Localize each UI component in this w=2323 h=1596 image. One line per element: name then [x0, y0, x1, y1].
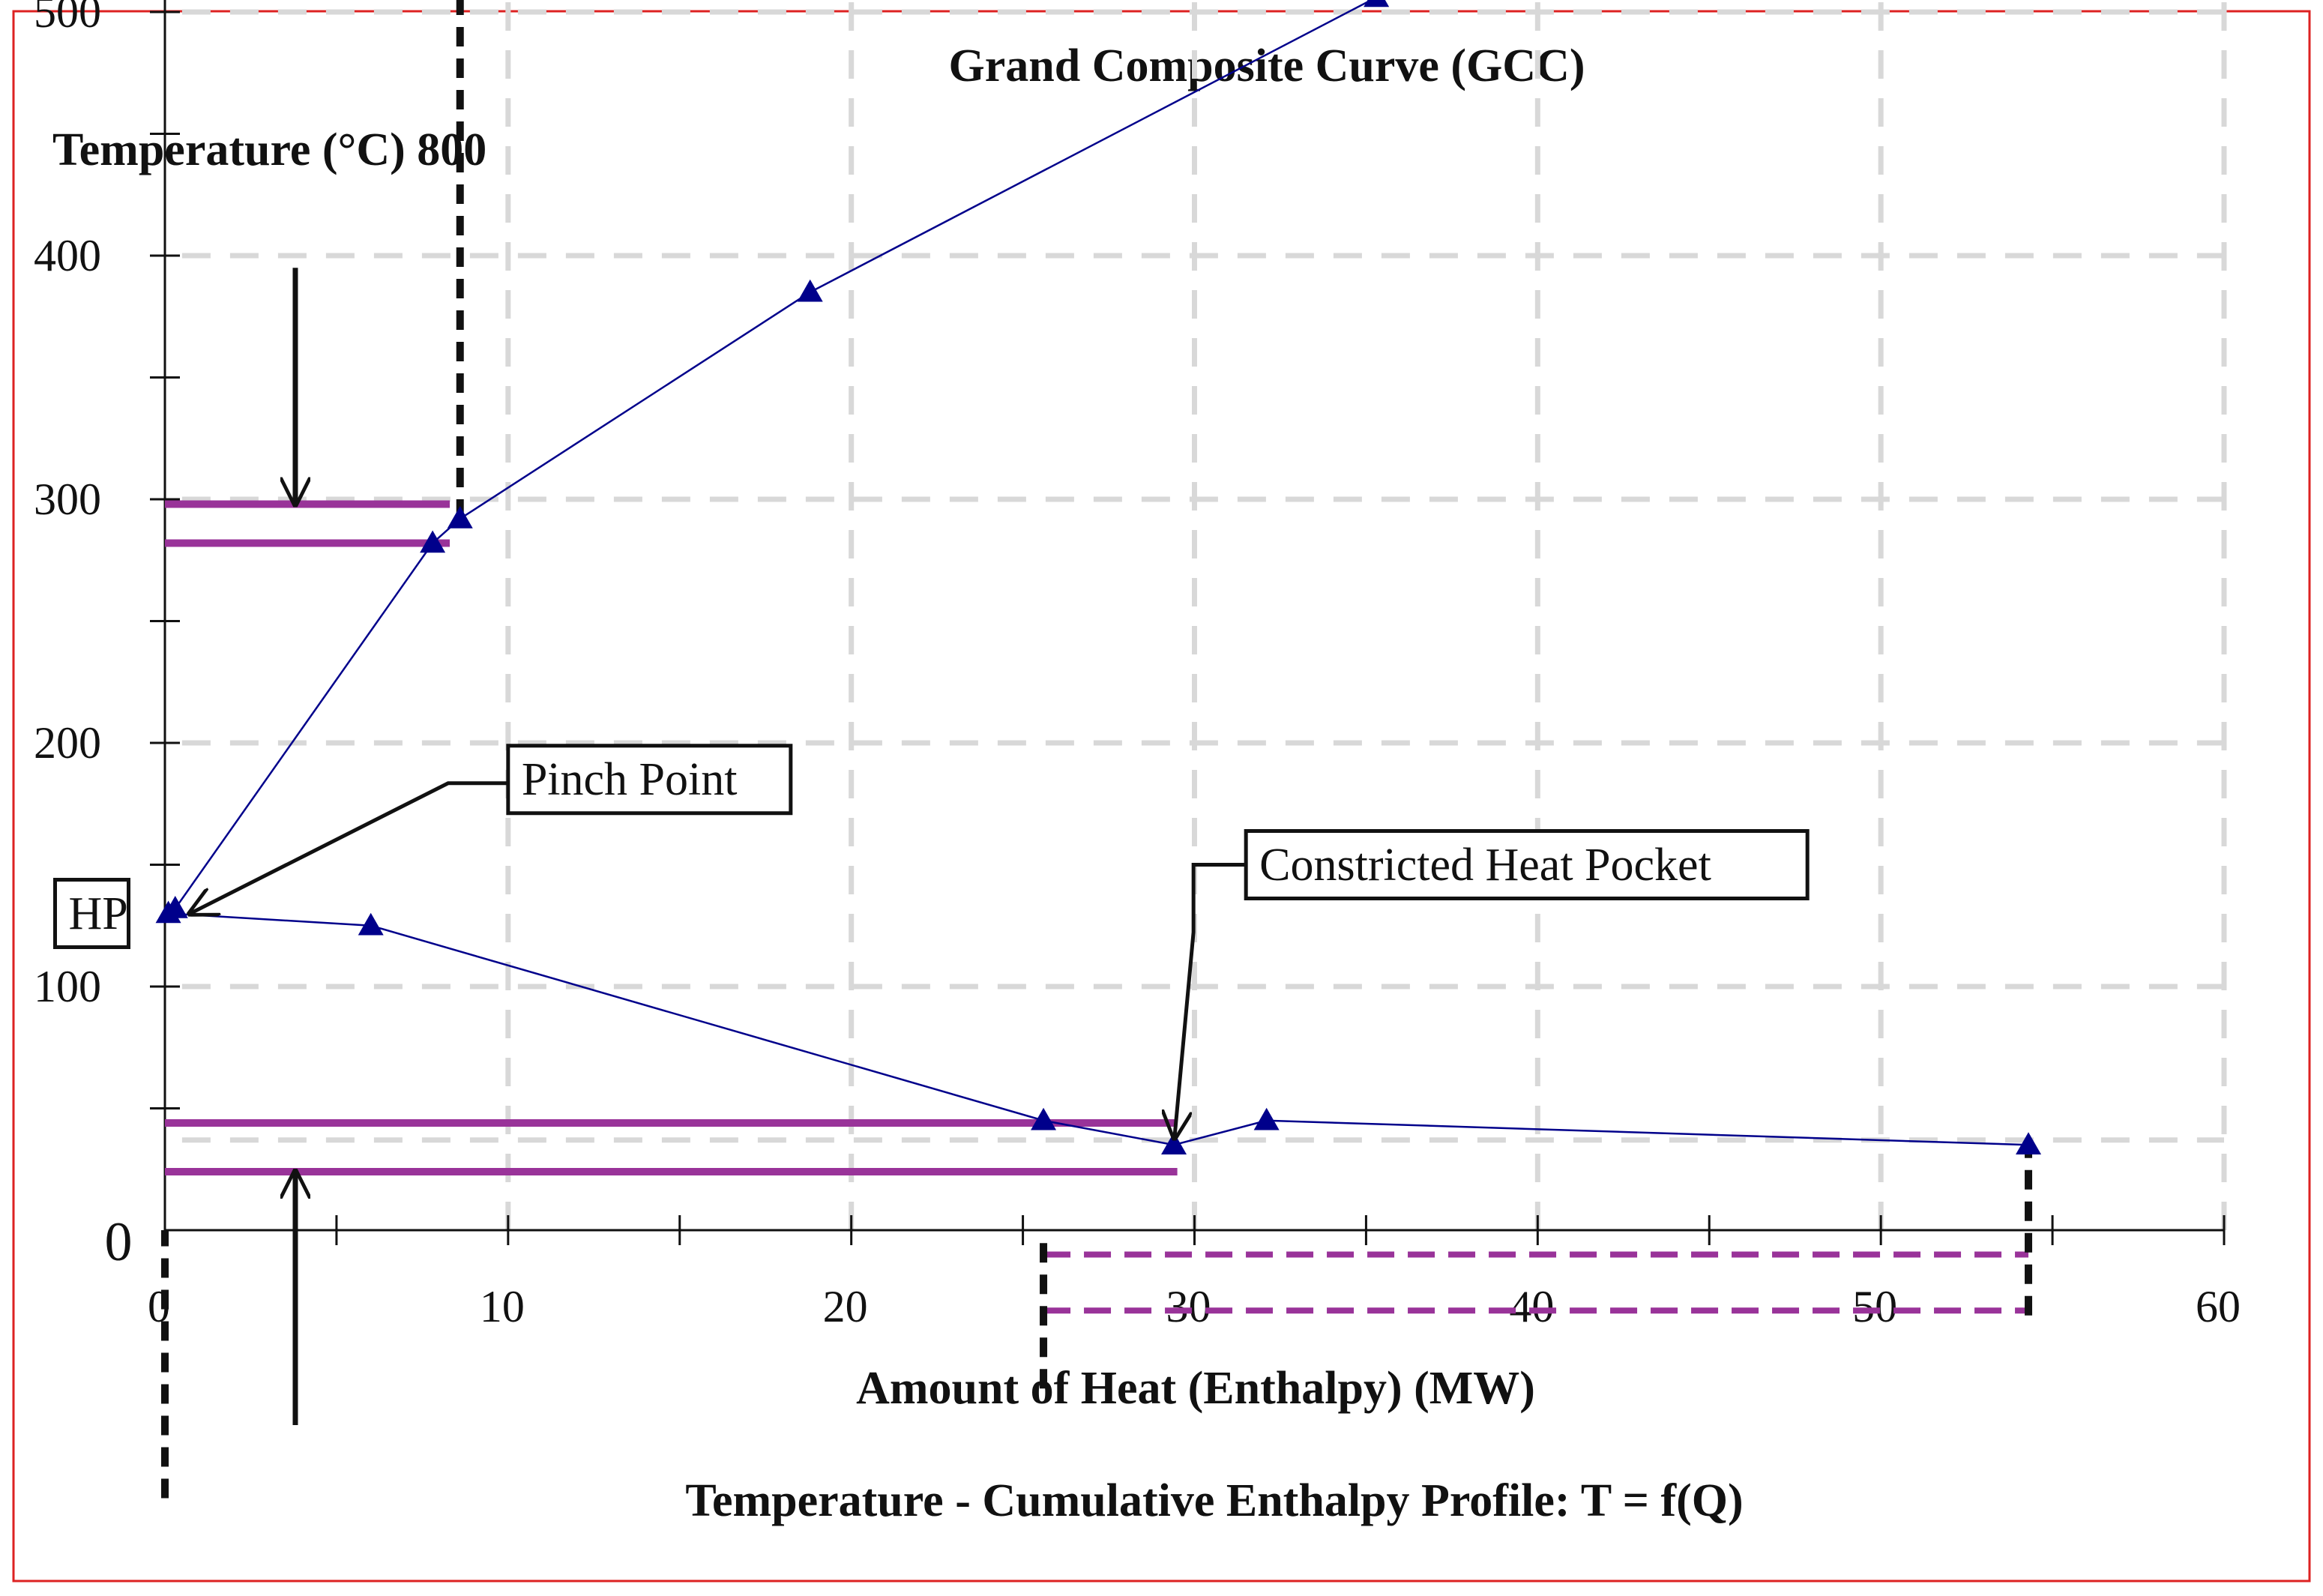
constricted-heat-pocket-box: [1244, 829, 1810, 900]
x-tick-label: 50: [1852, 1282, 1897, 1331]
y-axis-label: Temperature (°C) 800: [52, 124, 486, 175]
axes: 1002003004005006007000102030405060: [34, 0, 2241, 1331]
pinch-point-box: [506, 744, 793, 816]
y-tick-label: 500: [34, 0, 101, 37]
gcc-line: [165, 0, 2029, 1146]
data-point-marker: [358, 912, 384, 936]
data-point-marker: [1031, 1107, 1057, 1130]
data-point-marker: [420, 530, 446, 553]
pinch-point-pointer: [190, 781, 508, 914]
gcc-series: [155, 0, 2042, 1154]
data-point-marker: [1161, 1132, 1187, 1154]
chart-title: Grand Composite Curve (GCC): [949, 40, 1585, 91]
y-tick-label: 200: [34, 718, 101, 768]
x-tick-label: 60: [2196, 1282, 2241, 1331]
hp-box: [52, 878, 130, 949]
constricted-heat-pocket-label: Constricted Heat Pocket: [1259, 840, 1711, 891]
chart-footer: Temperature - Cumulative Enthalpy Profil…: [685, 1475, 1743, 1526]
grid: [181, 0, 2227, 1230]
guide-lines: [161, 0, 2033, 1499]
constricted-heat-pocket-pointer: [1175, 863, 1247, 1138]
hp-label: HP: [68, 888, 127, 939]
y-tick-label: 400: [34, 231, 101, 280]
chart-border: [12, 10, 2311, 1583]
data-point-marker: [447, 506, 473, 529]
data-point-marker: [797, 279, 823, 302]
y-tick-label: 100: [34, 962, 101, 1011]
y-zero-label: 0: [105, 1211, 133, 1273]
pinch-point-label: Pinch Point: [522, 754, 738, 805]
data-point-marker: [2016, 1132, 2042, 1154]
data-point-marker: [1364, 0, 1390, 7]
y-tick-label: 300: [34, 475, 101, 524]
x-tick-label: 40: [1509, 1282, 1554, 1331]
utility-bands: [165, 500, 2029, 1314]
x-tick-label: 20: [823, 1282, 868, 1331]
annotations: Pinch Point Constricted Heat Pocket HP: [52, 744, 1810, 1138]
x-axis-label: Amount of Heat (Enthalpy) (MW): [856, 1363, 1535, 1414]
data-point-marker: [1253, 1107, 1280, 1130]
x-tick-label: 10: [480, 1282, 525, 1331]
x-tick-label: 30: [1166, 1282, 1211, 1331]
data-point-marker: [162, 896, 188, 918]
